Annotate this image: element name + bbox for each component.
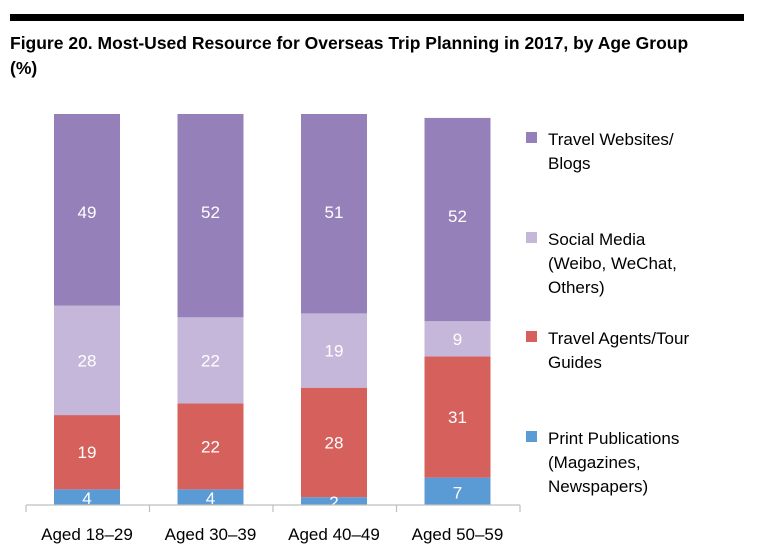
data-label: 4 [82, 489, 91, 508]
x-tick-label: Aged 30–39 [165, 525, 257, 544]
legend-label: Social Media (Weibo, WeChat, Others) [548, 230, 677, 297]
data-label: 31 [448, 408, 467, 427]
x-tick-marks [25, 505, 521, 512]
bar-segment-print-publications-aged-50-59 [424, 477, 491, 505]
data-label: 52 [201, 203, 220, 222]
value-labels-group: 4 19 28 49 4 22 22 52 2 28 19 51 7 31 9 52 [78, 203, 467, 512]
bar-segment-travel-websites-aged-40-49 [301, 114, 367, 314]
bar-segment-print-publications-aged-18-29 [54, 489, 120, 505]
bar-segment-social-media-aged-30-39 [177, 317, 244, 404]
data-label: 22 [201, 437, 220, 456]
bar-segment-travel-websites-aged-50-59 [424, 117, 491, 322]
legend-swatch [526, 232, 537, 243]
bar-segment-travel-agents-aged-18-29 [54, 415, 120, 490]
data-label: 52 [448, 207, 467, 226]
chart-title: Figure 20. Most-Used Resource for Overse… [10, 33, 689, 78]
data-label: 28 [325, 433, 344, 452]
bar-segment-travel-agents-aged-30-39 [177, 403, 244, 490]
data-label: 9 [453, 330, 462, 349]
legend-label: Travel Agents/Tour Guides [548, 329, 690, 372]
x-tick-label: Aged 50–59 [412, 525, 504, 544]
bar-segment-social-media-aged-50-59 [424, 321, 491, 357]
x-tick-label: Aged 18–29 [41, 525, 133, 544]
data-label: 22 [201, 351, 220, 370]
legend-label: Travel Websites/ Blogs [548, 130, 674, 173]
legend-swatch [526, 431, 537, 442]
data-label: 4 [206, 489, 215, 508]
data-label: 49 [78, 203, 97, 222]
bar-segment-travel-agents-aged-50-59 [424, 356, 491, 478]
bar-segment-print-publications-aged-40-49 [301, 497, 367, 505]
data-label: 2 [329, 493, 338, 512]
legend-label: Print Publications (Magazines, Newspaper… [548, 429, 680, 496]
data-label: 51 [325, 203, 344, 222]
top-rule [10, 14, 744, 21]
bar-segment-print-publications-aged-30-39 [177, 489, 244, 505]
legend-swatch [526, 132, 537, 143]
data-label: 19 [325, 342, 344, 361]
bar-segment-social-media-aged-40-49 [301, 313, 367, 388]
bars-group [54, 114, 491, 505]
bar-segment-travel-websites-aged-18-29 [54, 114, 120, 306]
x-tick-labels: Aged 18–29 Aged 30–39 Aged 40–49 Aged 50–59 [41, 525, 503, 544]
data-label: 7 [453, 483, 462, 502]
x-tick-label: Aged 40–49 [288, 525, 380, 544]
bar-segment-travel-agents-aged-40-49 [301, 387, 367, 498]
data-label: 19 [78, 443, 97, 462]
data-label: 28 [78, 351, 97, 370]
legend-swatch [526, 331, 537, 342]
bar-segment-social-media-aged-18-29 [54, 305, 120, 416]
bar-segment-travel-websites-aged-30-39 [177, 114, 244, 318]
